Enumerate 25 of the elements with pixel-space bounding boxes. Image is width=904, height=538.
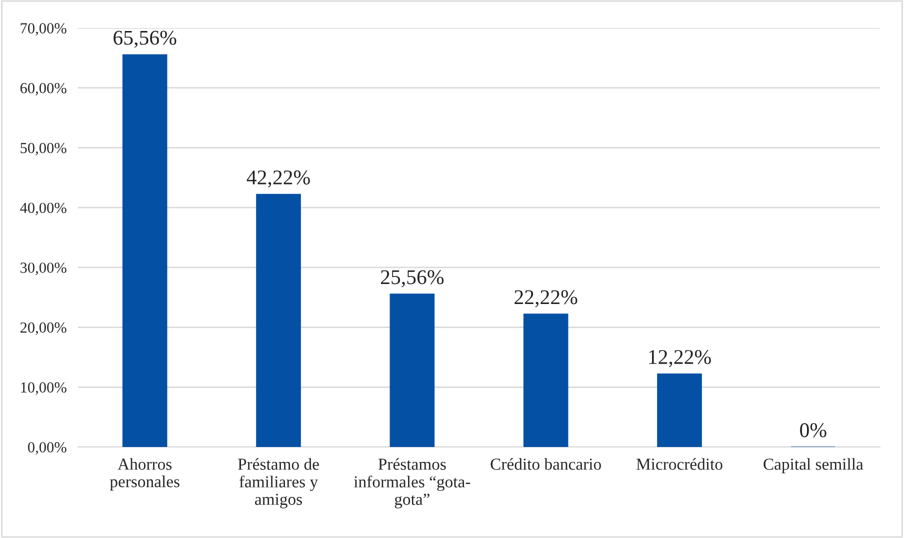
y-tick-label: 40,00% <box>20 202 66 216</box>
y-tick-label: 30,00% <box>20 262 66 276</box>
x-tick-label: Ahorros personales <box>110 458 180 491</box>
y-tick-label: 50,00% <box>20 142 66 156</box>
x-tick-label: Crédito bancario <box>490 458 601 470</box>
x-tick-label: Capital semilla <box>764 458 864 474</box>
y-tick-label: 10,00% <box>21 382 66 395</box>
x-tick-label: Microcrédito <box>636 458 722 470</box>
bar <box>122 54 168 447</box>
bar <box>657 374 702 447</box>
data-label: 0% <box>800 423 826 438</box>
data-label: 22,22% <box>514 290 578 308</box>
bar <box>256 194 301 447</box>
data-label: 25,56% <box>380 270 444 288</box>
x-tick-label: Préstamos informales “gota- gota” <box>354 458 470 508</box>
bar <box>390 294 435 447</box>
y-tick-label: 70,00% <box>20 23 66 36</box>
y-tick-label: 0,00% <box>28 442 66 455</box>
bar <box>523 314 568 447</box>
x-tick-label: Préstamo de familiares y amigos <box>238 458 319 508</box>
data-label: 42,22% <box>246 170 310 188</box>
y-tick-label: 60,00% <box>20 83 66 96</box>
data-label: 12,22% <box>649 350 711 368</box>
y-tick-label: 20,00% <box>20 322 66 335</box>
data-label: 65,56% <box>114 30 176 48</box>
